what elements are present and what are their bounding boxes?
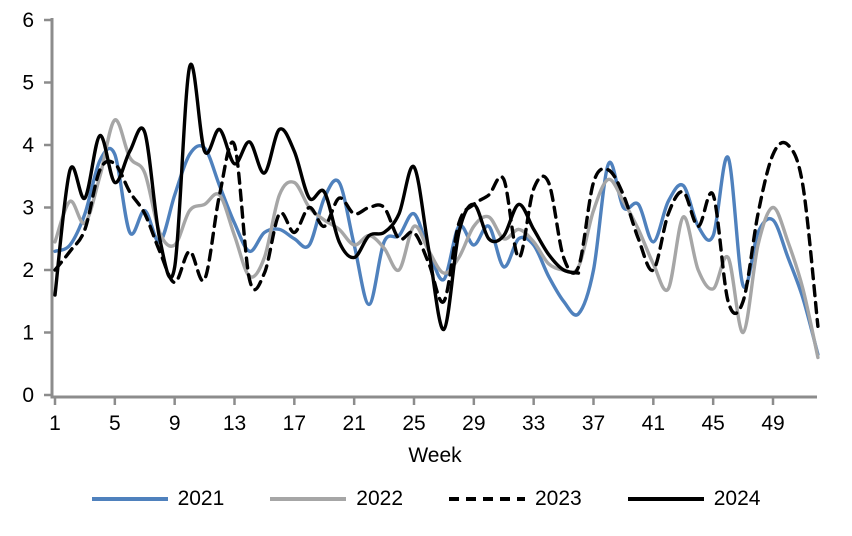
- y-tick-label: 5: [22, 72, 34, 95]
- legend-item-2021: 2021: [91, 487, 225, 510]
- x-tick-label: 29: [462, 412, 485, 435]
- y-tick-label: 6: [22, 9, 34, 32]
- y-tick-label: 1: [22, 322, 34, 345]
- legend-label-2021: 2021: [177, 487, 225, 510]
- series-line-2023: [53, 140, 820, 328]
- x-tick-label: 13: [223, 412, 246, 435]
- chart-legend: 2021 2022 2023 2024: [0, 488, 852, 509]
- series-line-2024: [53, 62, 581, 332]
- y-tick-label: 2: [22, 259, 34, 282]
- x-tick-label: 49: [761, 412, 784, 435]
- x-tick-label: 21: [342, 412, 365, 435]
- legend-item-2024: 2024: [627, 487, 761, 510]
- legend-label-2024: 2024: [713, 487, 761, 510]
- x-tick-label: 1: [49, 412, 61, 435]
- y-tick-label: 4: [22, 134, 34, 157]
- series-line-2022: [53, 118, 820, 360]
- legend-line-sample-2024: [627, 496, 704, 501]
- x-tick-label: 5: [109, 412, 121, 435]
- x-tick-label: 45: [701, 412, 724, 435]
- legend-item-2023: 2023: [449, 488, 582, 509]
- legend-line-sample-2022: [270, 496, 347, 501]
- legend-line-sample-2023: [449, 496, 525, 501]
- y-tick-label: 0: [22, 384, 34, 407]
- y-tick-label: 3: [22, 197, 34, 220]
- legend-label-2023: 2023: [535, 487, 582, 510]
- x-tick-label: 25: [402, 412, 425, 435]
- legend-label-2022: 2022: [356, 487, 403, 510]
- x-tick-label: 37: [582, 412, 605, 435]
- x-tick-label: 17: [283, 412, 306, 435]
- legend-line-sample-2021: [91, 496, 168, 501]
- x-tick-label: 41: [642, 412, 665, 435]
- x-tick-label: 9: [169, 412, 181, 435]
- series-line-2021: [53, 144, 820, 357]
- x-axis-title: Week: [408, 444, 462, 467]
- x-tick-label: 33: [522, 412, 545, 435]
- legend-item-2022: 2022: [270, 488, 403, 509]
